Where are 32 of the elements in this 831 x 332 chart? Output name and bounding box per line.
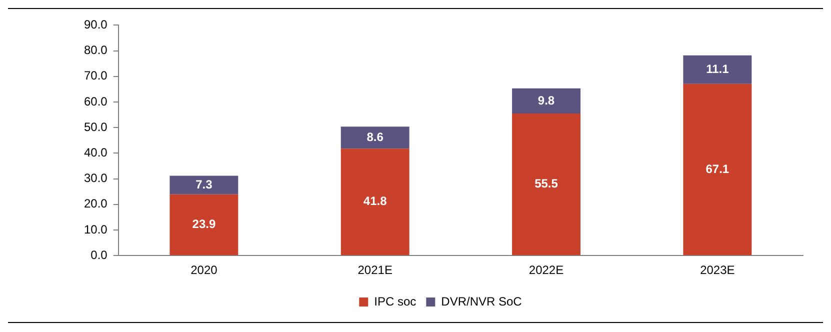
legend-label: IPC soc <box>374 294 416 308</box>
y-tick-label: 80.0 <box>84 43 108 58</box>
y-tick-label: 50.0 <box>84 120 108 134</box>
y-tick-label: 70.0 <box>84 68 108 83</box>
data-label: 23.9 <box>192 217 216 232</box>
data-label: 55.5 <box>534 176 558 191</box>
legend-label: DVR/NVR SoC <box>441 294 522 308</box>
data-label: 11.1 <box>706 62 730 76</box>
x-tick-label: 2022E <box>528 263 564 278</box>
bar <box>340 148 410 256</box>
bar <box>683 84 752 256</box>
bar <box>512 88 580 114</box>
x-tick-label: 2021E <box>358 263 392 278</box>
data-label: 67.1 <box>706 162 730 176</box>
y-tick-label: 60.0 <box>84 94 108 108</box>
y-tick-label: 10.0 <box>84 222 108 236</box>
bar <box>340 126 410 149</box>
y-tick-label: 40.0 <box>84 146 108 160</box>
x-tick-label: 2023E <box>700 263 735 278</box>
data-label: 8.6 <box>366 130 384 144</box>
y-tick-label: 90.0 <box>84 18 108 32</box>
y-tick-label: 0.0 <box>90 248 108 262</box>
x-tick-label: 2020 <box>190 263 218 278</box>
data-label: 9.8 <box>538 93 555 108</box>
data-label: 41.8 <box>363 194 388 208</box>
y-tick-label: 30.0 <box>84 171 108 186</box>
y-tick-label: 20.0 <box>84 196 108 211</box>
bar <box>512 114 580 256</box>
bar <box>683 55 752 84</box>
bar <box>170 176 238 194</box>
bar <box>170 194 238 256</box>
data-label: 7.3 <box>196 177 213 192</box>
